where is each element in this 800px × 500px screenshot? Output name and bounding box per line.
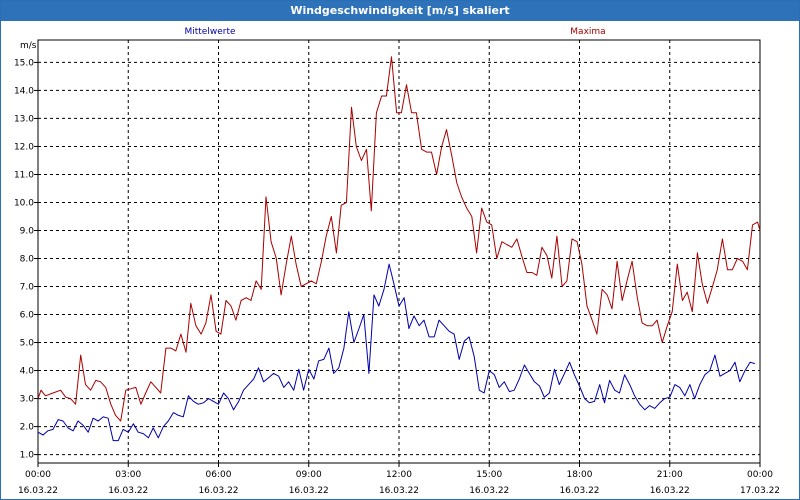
x-tick-time: 15:00 (476, 470, 502, 480)
data-series (37, 56, 761, 442)
y-tick-label: 6.0 (20, 311, 35, 321)
grid-lines (38, 40, 760, 463)
x-tick-date: 16.03.22 (108, 486, 148, 496)
y-axis: 1.0 2.0 3.0 4.0 5.0 6.0 7.0 8.0 9.0 10.0 11.0 12.0 1… (14, 58, 38, 461)
y-tick-label: 12.0 (14, 142, 34, 152)
x-tick-time: 21:00 (657, 470, 683, 480)
x-tick-time: 18:00 (567, 470, 593, 480)
y-tick-label: 5.0 (20, 339, 35, 349)
y-tick-label: 4.0 (20, 367, 35, 377)
y-tick-label: 7.0 (20, 283, 35, 293)
x-tick-date: 16.03.22 (379, 486, 419, 496)
x-tick-date: 16.03.22 (559, 486, 599, 496)
x-tick-time: 00:00 (747, 470, 773, 480)
x-axis: 00:00 16.03.22 03:00 16.03.22 06:00 16.03.22 0… (18, 463, 780, 496)
x-tick-time: 00:00 (25, 470, 51, 480)
legend-mittelwerte: Mittelwerte (184, 27, 235, 37)
window-title: Windgeschwindigkeit [m/s] skaliert (1, 1, 799, 21)
x-tick-date: 16.03.22 (469, 486, 509, 496)
y-tick-label: 2.0 (20, 423, 35, 433)
y-tick-label: 11.0 (14, 170, 34, 180)
y-tick-label: 13.0 (14, 114, 34, 124)
y-tick-label: 10.0 (14, 198, 34, 208)
legend-maxima: Maxima (570, 27, 605, 37)
y-tick-label: 1.0 (20, 451, 35, 461)
x-tick-date: 16.03.22 (289, 486, 329, 496)
y-tick-label: 14.0 (14, 86, 34, 96)
maxima-line (37, 56, 761, 422)
y-tick-label: 3.0 (20, 395, 35, 405)
x-tick-time: 06:00 (206, 470, 232, 480)
x-tick-time: 09:00 (296, 470, 322, 480)
x-tick-time: 03:00 (115, 470, 141, 480)
y-axis-unit: m/s (20, 41, 37, 51)
y-tick-label: 8.0 (20, 255, 35, 265)
x-tick-date: 16.03.22 (18, 486, 58, 496)
x-tick-time: 12:00 (386, 470, 412, 480)
x-tick-date: 16.03.22 (650, 486, 690, 496)
y-tick-label: 9.0 (20, 226, 35, 236)
y-tick-label: 15.0 (14, 58, 34, 68)
x-tick-date: 17.03.22 (740, 486, 780, 496)
mittelwerte-line (37, 263, 756, 442)
x-tick-date: 16.03.22 (198, 486, 238, 496)
